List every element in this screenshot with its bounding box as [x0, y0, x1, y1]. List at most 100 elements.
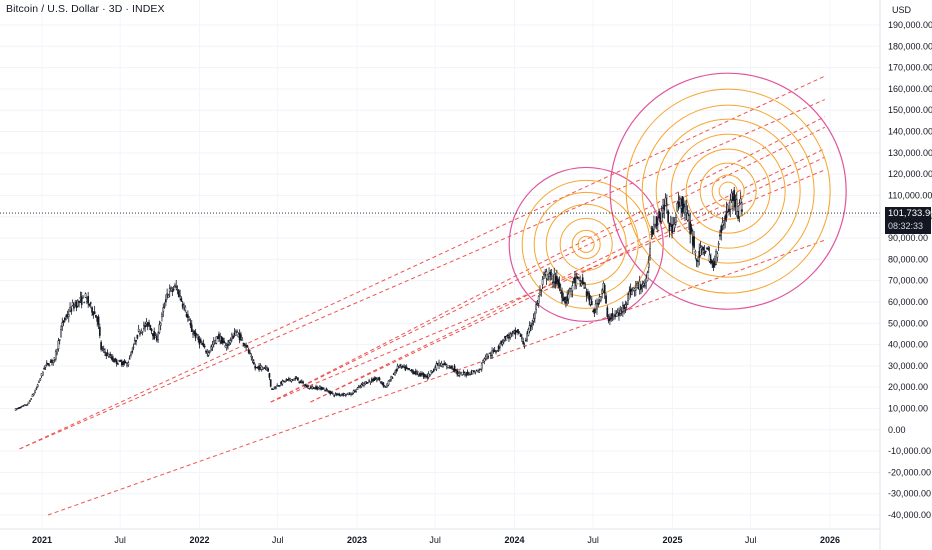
candle-body [425, 375, 427, 378]
candle-body [559, 290, 562, 293]
fib-circles [508, 72, 847, 323]
candle-body [475, 370, 478, 372]
candle-body [464, 372, 466, 375]
candle-body [122, 361, 124, 365]
price-tick-label: -20,000.00 [888, 467, 931, 477]
candle-body [360, 384, 363, 387]
fib-circle-outer [609, 72, 847, 310]
candle-body [399, 364, 402, 367]
candle-body [86, 298, 88, 302]
candle-body [509, 333, 512, 338]
candle-body [385, 386, 387, 388]
candle-body [713, 261, 716, 266]
candle-body [659, 216, 662, 222]
candle-body [347, 392, 350, 396]
candle-body [110, 356, 113, 359]
price-tick-label: 160,000.00 [888, 84, 932, 94]
candle-body [369, 381, 372, 384]
candle-body [52, 360, 55, 364]
candle-body [394, 372, 396, 376]
candle-body [155, 335, 158, 341]
candle-body [511, 331, 514, 333]
candle-body [461, 373, 464, 376]
candle-body [111, 356, 114, 361]
candle-body [588, 293, 591, 301]
candle-body [655, 216, 658, 227]
candle-body [392, 373, 395, 375]
candle-body [135, 340, 137, 342]
candle-body [211, 344, 214, 348]
candle-body [695, 259, 698, 262]
candle-body [140, 330, 143, 334]
fib-circle [545, 203, 627, 285]
bar-countdown: 08:32:33 [888, 221, 924, 231]
candle-body [606, 307, 609, 317]
candle-body [280, 381, 282, 385]
candle-body [575, 277, 578, 287]
candle-body [420, 373, 422, 377]
price-tick-label: 10,000.00 [888, 403, 928, 413]
channel-lines [19, 75, 826, 516]
candle-body [363, 382, 365, 386]
candle-body [120, 361, 123, 366]
candle-body [381, 382, 383, 385]
candle-body [106, 352, 109, 354]
candle-body [605, 295, 607, 304]
candle-body [18, 407, 21, 409]
candle-body [149, 324, 152, 331]
candle-body [223, 340, 225, 344]
candle-body [352, 390, 355, 394]
price-axis[interactable]: 190,000.00 180,000.00 170,000.00 160,000.00… [879, 0, 932, 550]
candle-body [271, 388, 273, 390]
candle-body [49, 361, 52, 363]
candle-body [474, 372, 477, 374]
candle-body [180, 298, 183, 302]
candle-body [36, 384, 39, 387]
candle-body [254, 365, 257, 369]
candle-body [194, 332, 197, 339]
price-tick-label: -40,000.00 [888, 510, 931, 520]
candle-body [589, 298, 592, 305]
candle-body [142, 324, 145, 329]
time-axis[interactable]: 2021 Jul 2022 Jul 2023 Jul 2024 Jul 2025 Jul 2026 [0, 528, 880, 545]
candle-body [620, 310, 623, 313]
candle-body [536, 303, 539, 306]
candle-body [404, 366, 407, 371]
candle-body [480, 363, 483, 370]
chart-title: Bitcoin / U.S. Dollar · 3D · INDEX [6, 3, 165, 15]
candle-body [78, 300, 80, 303]
candle-body [322, 388, 325, 390]
candle-body [214, 339, 216, 344]
candle-body [300, 381, 303, 383]
candle-body [557, 279, 559, 284]
candle-body [333, 395, 336, 397]
fib-circle [699, 162, 757, 220]
candle-body [515, 330, 518, 332]
candle-body [383, 385, 386, 388]
candle-body [387, 380, 390, 386]
candle-body [739, 198, 742, 204]
candle-body [479, 368, 482, 371]
candle-body [403, 365, 405, 367]
candle-body [34, 390, 36, 394]
candle-body [57, 340, 60, 350]
candle-body [717, 243, 720, 246]
currency-label[interactable]: USD [892, 5, 912, 15]
candle-body [163, 306, 166, 308]
candle-body [488, 352, 491, 355]
candle-body [592, 310, 594, 313]
candle-body [641, 284, 644, 287]
candle-body [417, 371, 420, 376]
candle-body [290, 379, 293, 382]
candle-body [316, 387, 319, 390]
candle-body [113, 359, 115, 363]
candle-body [276, 385, 279, 387]
candle-body [405, 366, 408, 369]
candle-body [65, 315, 68, 318]
fib-circle [655, 118, 801, 264]
candle-body [342, 393, 345, 396]
candle-body [656, 223, 659, 225]
candle-body [452, 368, 455, 371]
candle-body [628, 291, 631, 300]
